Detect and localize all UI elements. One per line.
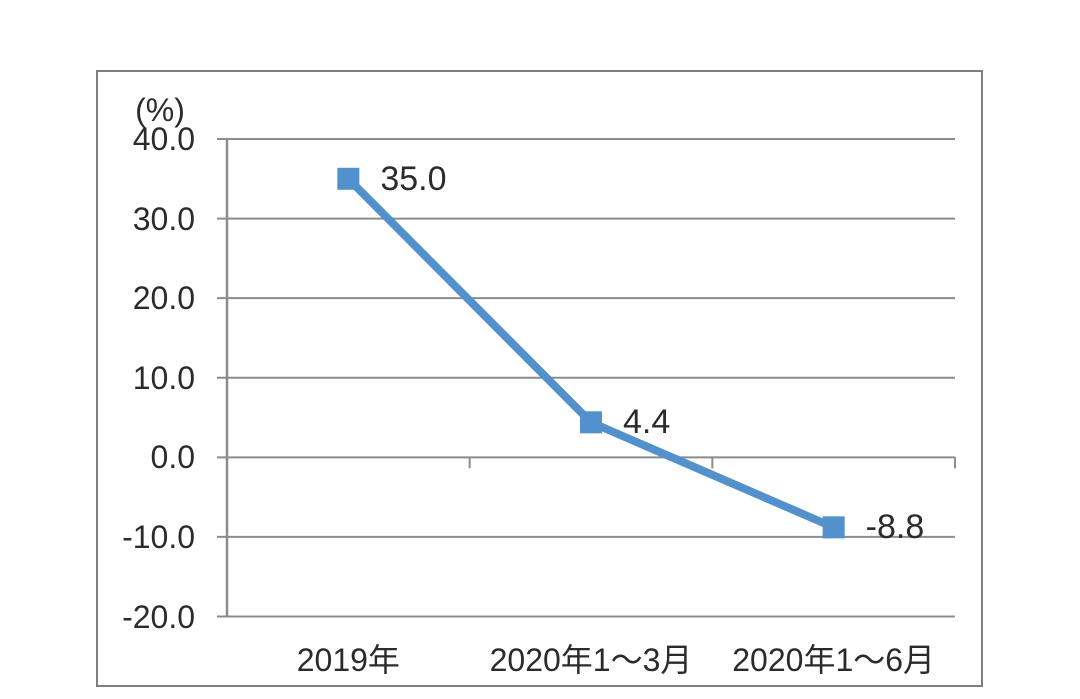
x-category-label: 2020年1～6月: [732, 642, 936, 678]
y-tick-label: 20.0: [132, 280, 195, 317]
x-category-label: 2019年: [296, 642, 400, 678]
y-tick-label: -20.0: [122, 598, 195, 635]
data-marker: [822, 516, 845, 539]
data-line: [345, 175, 836, 532]
data-marker: [337, 167, 360, 190]
x-category-label: 2020年1～3月: [489, 642, 693, 678]
y-axis-unit-label: (%): [135, 92, 185, 128]
data-point-label: 35.0: [380, 159, 447, 198]
y-tick-label: -10.0: [122, 518, 195, 555]
y-tick-label: 0.0: [150, 439, 195, 476]
y-tick-label: 10.0: [132, 359, 195, 396]
data-point-label: -8.8: [865, 508, 925, 547]
data-point-label: 4.4: [623, 403, 671, 442]
y-tick-label: 30.0: [132, 200, 195, 237]
y-tick-label: 40.0: [132, 121, 195, 157]
data-marker: [580, 411, 602, 434]
